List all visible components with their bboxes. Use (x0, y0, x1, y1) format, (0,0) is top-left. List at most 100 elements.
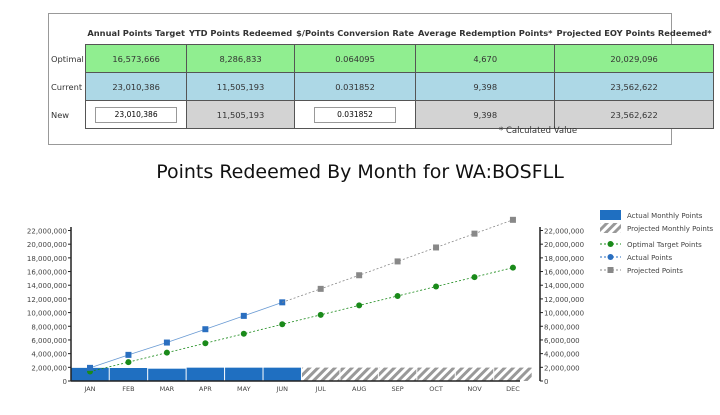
cell: 11,505,193 (186, 100, 295, 129)
data-point-circle (279, 321, 286, 328)
table-row-new: New 11,505,193 9,398 23,562,622 (49, 100, 715, 129)
table-row-optimal: Optimal 16,573,666 8,286,833 0.064095 4,… (49, 44, 715, 73)
cell: 23,010,386 (84, 72, 188, 101)
new-conversion-rate-input[interactable] (314, 106, 397, 123)
actual-monthly-bar (148, 368, 186, 381)
data-point-square (317, 285, 324, 292)
data-point-circle (356, 302, 363, 309)
y-tick-label-right: 18,000,000 (544, 255, 584, 263)
data-point-circle (509, 264, 516, 271)
data-point-square (125, 351, 132, 358)
y-tick-label-left: 10,000,000 (27, 310, 67, 318)
x-tick-label: APR (199, 385, 212, 393)
cell (84, 100, 188, 129)
x-tick-label: FEB (122, 385, 134, 393)
data-point-circle (317, 311, 324, 318)
y-tick-label-left: 2,000,000 (31, 364, 67, 372)
cell: 23,562,622 (554, 72, 715, 101)
points-chart: 0 0 2,000,000 2,000,000 4,000,000 4,000,000 6,… (27, 210, 714, 393)
actual-monthly-bar (225, 367, 263, 381)
legend-label: Projected Points (627, 267, 683, 275)
x-tick-label: MAR (160, 385, 175, 393)
data-point-circle (433, 283, 440, 290)
data-point-square (87, 364, 93, 371)
row-label: New (51, 109, 70, 120)
header-avg-redemption: Average Redemption Points* (417, 28, 553, 38)
cell: 8,286,833 (186, 44, 295, 73)
y-tick-label-right: 20,000,000 (544, 241, 584, 249)
data-point-circle (471, 274, 478, 281)
y-tick-label-left: 20,000,000 (27, 241, 67, 249)
y-tick-label-left: 12,000,000 (27, 296, 67, 304)
cell: 23,562,622 (554, 100, 715, 129)
legend-marker (607, 267, 614, 273)
row-label: Current (51, 81, 83, 92)
y-tick-label-right: 6,000,000 (544, 337, 580, 345)
cell: 0.031852 (293, 72, 417, 101)
y-tick-label-right: 22,000,000 (544, 228, 584, 236)
chart-title: Points Redeemed By Month for WA:BOSFLL (156, 161, 564, 183)
legend-label: Actual Points (627, 254, 673, 262)
points-summary-table: Annual Points Target YTD Points Redeemed… (49, 22, 715, 129)
y-tick-label-right: 16,000,000 (544, 269, 584, 277)
legend-marker (607, 254, 614, 260)
actual-monthly-bar (263, 367, 301, 381)
data-point-square (509, 216, 516, 223)
projected-monthly-bar (301, 367, 340, 381)
header-annual-target: Annual Points Target (87, 28, 185, 38)
series-line (89, 301, 283, 369)
cell: 4,670 (415, 44, 556, 73)
legend-swatch (600, 210, 621, 220)
legend-marker (607, 241, 614, 247)
data-point-square (240, 312, 247, 319)
y-tick-label-left: 4,000,000 (31, 351, 67, 359)
projected-monthly-bar (455, 367, 494, 381)
data-point-square (202, 326, 209, 333)
row-label: Optimal (51, 53, 84, 64)
data-point-circle (202, 340, 209, 347)
legend-label: Optimal Target Points (627, 241, 702, 249)
y-tick-label-right: 2,000,000 (544, 364, 580, 372)
cell: 9,398 (415, 100, 556, 129)
actual-monthly-bar (109, 368, 148, 381)
legend-label: Actual Monthly Points (627, 212, 703, 220)
data-point-square (471, 230, 478, 237)
x-tick-label: JAN (83, 385, 95, 393)
y-tick-label-left: 22,000,000 (27, 228, 67, 236)
data-point-circle (125, 359, 132, 366)
row-label-header (49, 22, 85, 45)
header-projected-eoy: Projected EOY Points Redeemed* (556, 28, 712, 38)
x-tick-label: JUN (275, 385, 288, 393)
cell: 9,398 (415, 72, 556, 101)
x-tick-label: MAY (237, 385, 251, 393)
y-tick-label-left: 14,000,000 (27, 282, 67, 290)
x-tick-label: JUL (315, 385, 327, 393)
y-tick-label-right: 12,000,000 (544, 296, 584, 304)
projected-monthly-bar (494, 367, 532, 381)
data-point-circle (240, 330, 247, 337)
y-tick-label-left: 18,000,000 (27, 255, 67, 263)
y-tick-label-right: 8,000,000 (544, 323, 580, 331)
new-annual-target-input[interactable] (95, 106, 178, 123)
x-tick-label: DEC (506, 385, 520, 393)
data-point-circle (163, 349, 170, 356)
cell: 16,573,666 (84, 44, 188, 73)
y-tick-label-left: 16,000,000 (27, 269, 67, 277)
points-summary-panel: Annual Points Target YTD Points Redeemed… (48, 13, 715, 145)
y-tick-label-left: 8,000,000 (31, 323, 67, 331)
legend-swatch (600, 223, 621, 233)
data-point-square (356, 272, 363, 279)
projected-monthly-bar (378, 367, 417, 381)
y-tick-label-left: 0 (63, 378, 67, 386)
data-point-square (163, 339, 170, 346)
cell: 0.064095 (293, 44, 417, 73)
y-tick-label-right: 4,000,000 (544, 351, 580, 359)
y-tick-label-right: 0 (544, 378, 548, 386)
projected-monthly-bar (340, 367, 378, 381)
cell (293, 100, 417, 129)
y-tick-label-left: 6,000,000 (31, 337, 67, 345)
legend-label: Projected Monthly Points (627, 225, 714, 233)
projected-monthly-bar (417, 367, 455, 381)
x-tick-label: AUG (352, 385, 366, 393)
data-point-circle (394, 292, 401, 299)
